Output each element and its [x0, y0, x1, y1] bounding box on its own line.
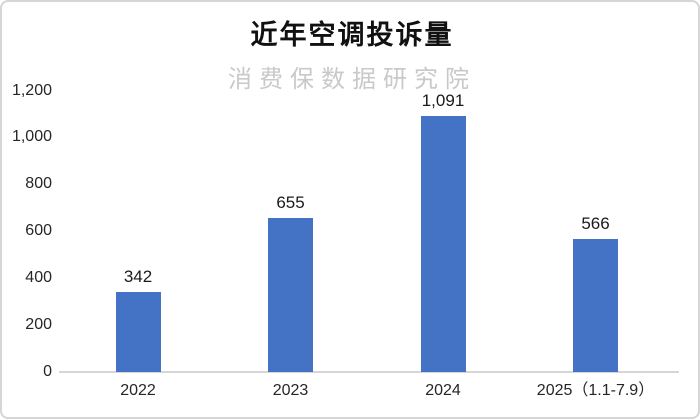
y-axis-tick-label: 800 — [25, 175, 52, 193]
bar-value-label: 566 — [581, 214, 610, 234]
x-axis-label: 2024 — [425, 382, 461, 399]
bar — [420, 116, 466, 372]
x-axis-label: 2025（1.1-7.9） — [536, 382, 655, 399]
chart-title: 近年空调投诉量 — [250, 20, 454, 50]
y-axis-tick-label: 1,200 — [11, 81, 52, 99]
x-axis-label: 2022 — [120, 382, 156, 399]
y-axis-tick-label: 600 — [25, 222, 52, 240]
bar-value-label: 1,091 — [421, 91, 465, 111]
y-axis-tick-label: 0 — [43, 363, 52, 380]
bar — [268, 218, 313, 372]
bar — [573, 239, 618, 372]
x-axis-line — [59, 371, 679, 373]
bar — [115, 291, 161, 372]
y-axis-tick-label: 400 — [25, 269, 52, 287]
bar-value-label: 655 — [276, 193, 305, 213]
bar-value-label: 342 — [123, 266, 153, 286]
y-axis-tick-label: 1,000 — [11, 128, 52, 146]
y-axis-tick-label: 200 — [25, 316, 52, 334]
x-axis-label: 2023 — [272, 382, 309, 399]
watermark-text: 消费保数据研究院 — [228, 67, 476, 93]
